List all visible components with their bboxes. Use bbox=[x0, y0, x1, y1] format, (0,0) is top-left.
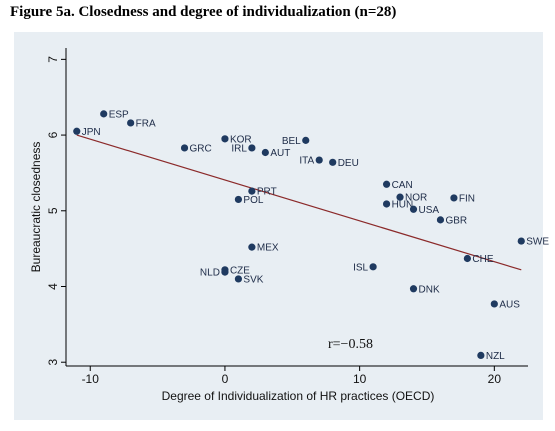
axes: -10 0 10 20 3 4 5 6 7 bbox=[46, 48, 528, 386]
data-point-nzl bbox=[477, 351, 485, 359]
point-label-prt: PRT bbox=[257, 187, 277, 198]
data-point-aus bbox=[490, 300, 498, 308]
point-label-can: CAN bbox=[392, 180, 413, 191]
x-tick-label: 20 bbox=[488, 372, 502, 386]
y-axis-label: Bureaucratic closedness bbox=[29, 142, 43, 273]
point-label-fin: FIN bbox=[459, 193, 475, 204]
data-point-fin bbox=[450, 194, 458, 202]
point-label-aut: AUT bbox=[270, 148, 290, 159]
x-axis-label: Degree of Individualization of HR practi… bbox=[162, 389, 435, 403]
data-point-prt bbox=[248, 187, 256, 195]
point-label-nld: NLD bbox=[200, 268, 220, 279]
point-label-aus: AUS bbox=[499, 299, 520, 310]
data-point-aut bbox=[261, 148, 269, 157]
data-point-hun bbox=[382, 200, 391, 208]
data-point-ita bbox=[315, 156, 323, 164]
point-label-deu: DEU bbox=[338, 158, 359, 169]
data-point-svk bbox=[234, 275, 243, 283]
point-label-swe: SWE bbox=[526, 237, 549, 248]
fit-line-group bbox=[76, 134, 522, 271]
data-point-mex bbox=[248, 243, 256, 251]
data-point-pol bbox=[234, 195, 243, 204]
data-point-deu bbox=[329, 158, 337, 166]
point-label-nor: NOR bbox=[405, 193, 427, 204]
point-label-esp: ESP bbox=[109, 109, 129, 120]
point-label-dnk: DNK bbox=[419, 284, 440, 295]
y-tick-label: 4 bbox=[46, 283, 60, 290]
point-label-ita: ITA bbox=[299, 156, 314, 167]
data-point-grc bbox=[180, 144, 189, 152]
chart-panel bbox=[14, 32, 543, 420]
data-point-can bbox=[382, 180, 391, 188]
data-point-irl bbox=[248, 144, 256, 152]
point-label-fra: FRA bbox=[136, 118, 156, 129]
data-point-kor bbox=[221, 135, 229, 143]
y-tick-label: 3 bbox=[46, 359, 60, 366]
x-tick-label: -10 bbox=[82, 372, 100, 386]
data-point-nor bbox=[396, 193, 404, 201]
x-tick-label: 0 bbox=[222, 372, 229, 386]
point-label-isl: ISL bbox=[353, 262, 368, 273]
data-point-che bbox=[463, 254, 471, 263]
point-label-bel: BEL bbox=[282, 136, 301, 147]
data-point-bel bbox=[302, 136, 310, 144]
point-label-mex: MEX bbox=[257, 243, 279, 254]
data-point-gbr bbox=[436, 216, 445, 224]
point-label-nzl: NZL bbox=[486, 351, 505, 362]
y-tick-label: 7 bbox=[46, 56, 60, 63]
data-point-fra bbox=[127, 119, 135, 127]
point-label-pol: POL bbox=[243, 195, 263, 206]
data-point-dnk bbox=[409, 285, 418, 293]
point-label-jpn: JPN bbox=[82, 127, 101, 138]
point-label-che: CHE bbox=[472, 254, 493, 265]
point-label-irl: IRL bbox=[231, 143, 247, 154]
data-point-usa bbox=[409, 205, 418, 213]
point-label-cze: CZE bbox=[230, 265, 250, 276]
point-label-hun: HUN bbox=[392, 199, 414, 210]
fit-line bbox=[76, 134, 522, 271]
data-point-esp bbox=[100, 110, 108, 118]
figure-title: Figure 5a. Closedness and degree of indi… bbox=[10, 4, 397, 20]
data-point-swe bbox=[517, 237, 525, 245]
data-point-cze bbox=[221, 266, 229, 274]
correlation-annotation: r=−0.58 bbox=[328, 337, 373, 352]
point-label-gbr: GBR bbox=[445, 215, 467, 226]
point-label-kor: KOR bbox=[230, 134, 252, 145]
point-label-grc: GRC bbox=[190, 143, 212, 154]
x-tick-label: 10 bbox=[353, 372, 367, 386]
y-tick-label: 5 bbox=[46, 207, 60, 214]
y-tick-label: 6 bbox=[46, 131, 60, 138]
point-label-usa: USA bbox=[419, 205, 440, 216]
data-point-isl bbox=[369, 263, 377, 271]
point-label-svk: SVK bbox=[243, 274, 263, 285]
data-point-jpn bbox=[73, 127, 81, 135]
